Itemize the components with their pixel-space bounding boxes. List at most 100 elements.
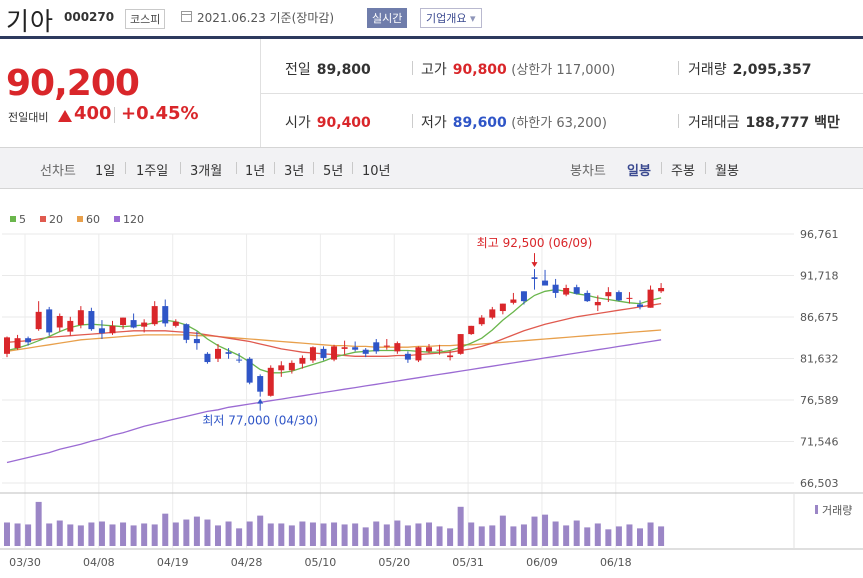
toolbar-separator <box>705 162 706 174</box>
x-tick-label: 06/09 <box>526 556 558 569</box>
volume-bar <box>151 524 158 546</box>
volume-bar <box>436 526 443 546</box>
company-overview-label: 기업개요 <box>426 12 467 25</box>
volume-bar <box>309 522 316 546</box>
change-value: 400 <box>74 103 112 124</box>
low-value: 89,600 <box>452 115 507 131</box>
volume-bar <box>162 513 169 546</box>
candle-body <box>35 311 42 330</box>
period-3m[interactable]: 3개월 <box>190 164 223 179</box>
candle-body <box>130 320 137 328</box>
candle-body <box>267 367 274 396</box>
candle-body <box>320 348 327 358</box>
high-label: 고가 <box>421 62 447 78</box>
y-tick-label: 86,675 <box>800 311 839 324</box>
period-3y[interactable]: 3년 <box>284 164 305 179</box>
change-label: 전일대비 <box>8 111 49 124</box>
header-divider <box>0 36 863 39</box>
candle-body <box>383 345 390 347</box>
low-annotation: 최저 77,000 (04/30) <box>202 414 318 428</box>
period-1d[interactable]: 1일 <box>95 164 116 179</box>
lower-limit: (하한가 63,200) <box>511 116 607 131</box>
volume-bar <box>67 524 74 546</box>
volume-bar <box>373 521 380 546</box>
candle-body <box>415 347 422 361</box>
volume-bar <box>267 523 274 546</box>
volume-bar <box>215 525 221 546</box>
legend-label: 5 <box>19 213 26 226</box>
candle-body <box>67 320 74 332</box>
volume-bar <box>552 521 559 546</box>
ma120-line <box>6 339 662 464</box>
candle-body <box>478 317 485 325</box>
x-tick-label: 04/19 <box>157 556 189 569</box>
quote-separator <box>678 61 679 75</box>
volume-bar <box>658 526 665 546</box>
y-tick-label: 81,632 <box>800 353 839 366</box>
candle-body <box>457 334 464 354</box>
prev-close-value: 89,800 <box>316 62 371 78</box>
volume-bar <box>172 522 179 546</box>
change-divider <box>114 107 115 123</box>
volume-bar <box>109 524 116 546</box>
candle-body <box>225 352 232 354</box>
volume-bar <box>246 521 253 546</box>
candle-body <box>404 353 411 360</box>
volume-bar <box>141 523 148 546</box>
candle-weekly[interactable]: 주봉 <box>671 164 695 179</box>
legend-swatch <box>77 216 83 222</box>
candle-body <box>447 355 454 358</box>
volume-bar <box>637 528 643 546</box>
volume-bar <box>25 524 32 546</box>
market-badge: 코스피 <box>125 9 166 29</box>
period-10y[interactable]: 10년 <box>362 164 391 179</box>
volume-bar <box>415 523 422 546</box>
chart-toolbar: 선차트 1일 1주일 3개월 1년 3년 5년 10년 봉차트 일봉 주봉 월봉 <box>0 148 863 189</box>
x-tick-label: 05/10 <box>305 556 337 569</box>
volume-bar <box>225 521 232 546</box>
volume-bar <box>14 523 21 546</box>
quote-panel: 90,200 전일대비 400 +0.45% 전일 89,800 고가 90,800… <box>0 39 863 148</box>
volume-bar <box>573 520 580 546</box>
volume-bar <box>594 523 601 546</box>
candle-body <box>204 353 211 363</box>
toolbar-separator <box>661 162 662 174</box>
candle-body <box>468 325 475 335</box>
candle-body <box>46 309 53 333</box>
toolbar-separator <box>125 162 126 174</box>
volume-bar <box>331 522 338 546</box>
volume-bar <box>542 514 549 546</box>
low-label: 저가 <box>421 115 447 131</box>
candle-monthly[interactable]: 월봉 <box>715 164 739 179</box>
candle-daily[interactable]: 일봉 <box>627 164 651 179</box>
volume-bar <box>120 522 127 546</box>
candle-body <box>341 347 348 349</box>
y-tick-label: 71,546 <box>800 436 839 449</box>
calendar-icon <box>181 11 192 22</box>
volume-bar <box>98 521 105 546</box>
y-tick-label: 96,761 <box>800 228 839 241</box>
volume-bar <box>299 521 306 546</box>
toolbar-separator <box>180 162 181 174</box>
volume-bar <box>77 525 84 546</box>
realtime-button[interactable]: 실시간 <box>367 8 408 28</box>
volume-bar <box>626 524 633 546</box>
candle-body <box>373 342 380 352</box>
company-overview-dropdown[interactable]: 기업개요 ▾ <box>420 8 482 28</box>
period-1w[interactable]: 1주일 <box>136 164 169 179</box>
volume-bar <box>204 519 211 546</box>
period-1y[interactable]: 1년 <box>245 164 266 179</box>
candle-body <box>531 277 538 279</box>
toolbar-separator <box>274 162 275 174</box>
candle-body <box>215 348 221 359</box>
toolbar-separator <box>313 162 314 174</box>
x-tick-label: 06/18 <box>600 556 632 569</box>
stock-code: 000270 <box>64 10 115 24</box>
candle-body <box>141 322 148 327</box>
period-5y[interactable]: 5년 <box>323 164 344 179</box>
volume-bar <box>352 523 359 546</box>
volume-bar <box>510 526 517 546</box>
volume-bar <box>383 524 390 546</box>
amount-value: 188,777 백만 <box>745 115 840 131</box>
candle-body <box>563 287 570 295</box>
